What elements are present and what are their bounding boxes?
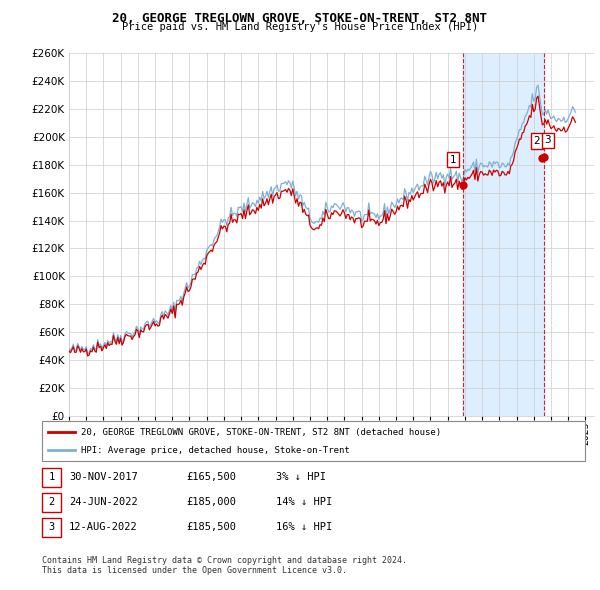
Text: 12-AUG-2022: 12-AUG-2022 — [69, 523, 138, 532]
Text: 20, GEORGE TREGLOWN GROVE, STOKE-ON-TRENT, ST2 8NT (detached house): 20, GEORGE TREGLOWN GROVE, STOKE-ON-TREN… — [81, 428, 441, 437]
Text: 24-JUN-2022: 24-JUN-2022 — [69, 497, 138, 507]
Text: HPI: Average price, detached house, Stoke-on-Trent: HPI: Average price, detached house, Stok… — [81, 445, 350, 455]
Text: 1: 1 — [49, 473, 55, 482]
Text: Contains HM Land Registry data © Crown copyright and database right 2024.
This d: Contains HM Land Registry data © Crown c… — [42, 556, 407, 575]
Text: 3% ↓ HPI: 3% ↓ HPI — [276, 473, 326, 482]
Text: 3: 3 — [49, 523, 55, 532]
Text: 14% ↓ HPI: 14% ↓ HPI — [276, 497, 332, 507]
Text: 20, GEORGE TREGLOWN GROVE, STOKE-ON-TRENT, ST2 8NT: 20, GEORGE TREGLOWN GROVE, STOKE-ON-TREN… — [113, 12, 487, 25]
Text: £165,500: £165,500 — [186, 473, 236, 482]
Text: £185,000: £185,000 — [186, 497, 236, 507]
Bar — [463, 53, 544, 416]
Text: 1: 1 — [450, 155, 457, 165]
Text: Price paid vs. HM Land Registry's House Price Index (HPI): Price paid vs. HM Land Registry's House … — [122, 22, 478, 32]
Text: 2: 2 — [533, 136, 540, 146]
Text: 30-NOV-2017: 30-NOV-2017 — [69, 473, 138, 482]
Text: £185,500: £185,500 — [186, 523, 236, 532]
Text: 2: 2 — [49, 497, 55, 507]
Text: 16% ↓ HPI: 16% ↓ HPI — [276, 523, 332, 532]
Text: 3: 3 — [545, 135, 551, 145]
